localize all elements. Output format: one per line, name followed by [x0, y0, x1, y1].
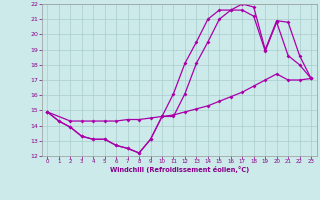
X-axis label: Windchill (Refroidissement éolien,°C): Windchill (Refroidissement éolien,°C) [109, 166, 249, 173]
